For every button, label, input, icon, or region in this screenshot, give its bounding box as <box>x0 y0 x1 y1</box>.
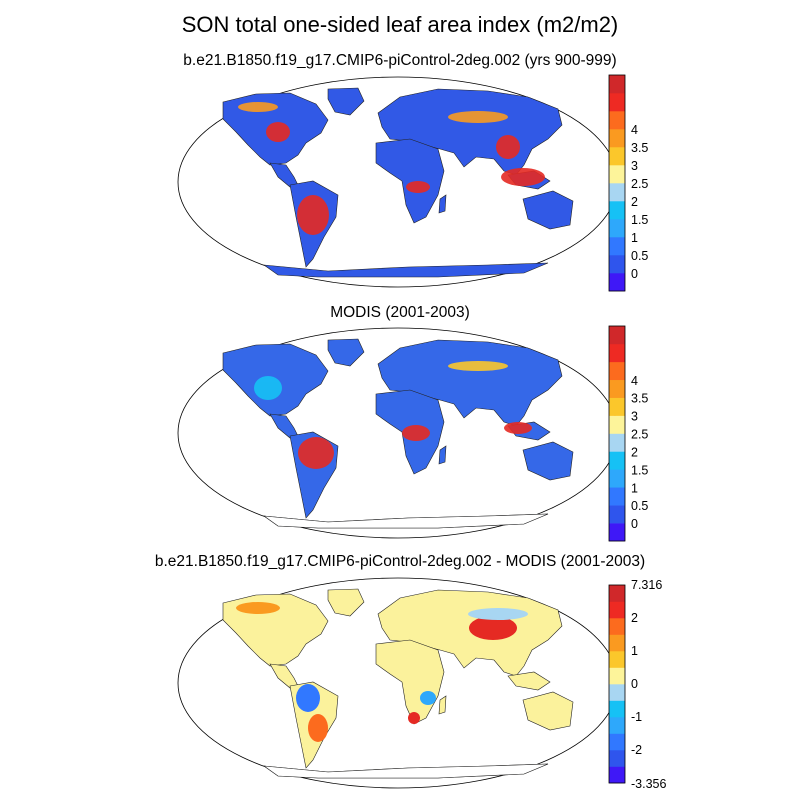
colorbar-tick-label: 3.5 <box>631 392 648 406</box>
colorbar-tick-label: 0 <box>631 267 638 281</box>
colorbar-model: 0 0.5 1 1.5 2 2.5 3 3.5 4 <box>608 74 648 292</box>
colorbar-swatch <box>609 75 625 94</box>
colorbar-difference: 7.316 2 1 0 -1 -2 -3.356 <box>608 578 666 791</box>
colorbar-swatch <box>609 618 625 635</box>
colorbar-swatch <box>609 700 625 718</box>
colorbar-tick-label: 3 <box>631 410 638 424</box>
colorbar-swatch <box>609 379 625 398</box>
panel-title-modis: MODIS (2001-2003) <box>330 304 470 321</box>
colorbar-tick-label: 1.5 <box>631 463 648 477</box>
colorbar-swatch <box>609 585 625 602</box>
colorbar-tick-label: 1 <box>631 231 638 245</box>
colorbar-swatch <box>609 147 625 166</box>
colorbar-swatch <box>609 273 625 292</box>
colorbar-swatch <box>609 451 625 470</box>
colorbar-swatch <box>609 326 625 345</box>
colorbar-swatch <box>609 361 625 381</box>
colorbar-swatch <box>609 651 625 668</box>
difference-regions <box>236 602 528 742</box>
colorbar-frame <box>608 74 626 292</box>
colorbar-swatch <box>609 237 625 256</box>
colorbar-frame <box>608 584 626 784</box>
colorbar-swatch <box>609 684 625 701</box>
colorbar-tick-label: 0 <box>631 677 638 691</box>
panel-title-model: b.e21.B1850.f19_g17.CMIP6-piControl-2deg… <box>183 52 617 69</box>
colorbar-tick-label: 1.5 <box>631 213 648 227</box>
colorbar-tick-label: 0.5 <box>631 249 648 263</box>
colorbar-tick-label: 3.5 <box>631 141 648 155</box>
colorbar-swatch <box>609 634 625 652</box>
map-model <box>177 76 619 288</box>
colorbar-frame <box>608 325 626 542</box>
colorbar-swatch <box>609 750 625 767</box>
colorbar-swatch <box>609 397 625 416</box>
colorbar-swatch <box>609 183 625 202</box>
colorbar-swatch <box>609 523 625 542</box>
colorbar-tick-label: 0.5 <box>631 499 648 513</box>
colorbar-swatch <box>609 505 625 524</box>
colorbar-tick-label: 1 <box>631 644 638 658</box>
colorbar-swatch <box>609 165 625 184</box>
colorbar-tick-label: -2 <box>631 743 642 757</box>
colorbar-tick-label: 4 <box>631 123 638 137</box>
colorbar-swatch <box>609 717 625 734</box>
colorbar-tick-label: 2.5 <box>631 177 648 191</box>
colorbar-swatch <box>609 93 625 112</box>
figure-title: SON total one-sided leaf area index (m2/… <box>181 12 619 37</box>
colorbar-swatch <box>609 255 625 274</box>
colorbar-swatch <box>609 111 625 130</box>
colorbar-tick-label: 1 <box>631 481 638 495</box>
colorbar-modis: 0 0.5 1 1.5 2 2.5 3 3.5 4 <box>608 325 648 542</box>
colorbar-swatch <box>609 433 625 452</box>
colorbar-tick-label: 0 <box>631 517 638 531</box>
colorbar-tick-label: 2 <box>631 445 638 459</box>
colorbar-swatch <box>609 129 625 148</box>
map-modis <box>177 327 619 539</box>
map-difference <box>177 577 619 789</box>
colorbar-tick-label: 7.316 <box>631 578 662 592</box>
colorbar-tick-label: 3 <box>631 159 638 173</box>
colorbar-swatch <box>609 667 625 685</box>
colorbar-swatch <box>609 415 625 434</box>
colorbar-tick-label: 2.5 <box>631 428 648 442</box>
colorbar-swatch <box>609 469 625 488</box>
hotspot-regions <box>238 102 545 235</box>
colorbar-swatch <box>609 601 625 619</box>
colorbar-tick-label: 2 <box>631 611 638 625</box>
colorbar-tick-label: -1 <box>631 710 642 724</box>
colorbar-swatch <box>609 219 625 238</box>
colorbar-tick-label: 4 <box>631 374 638 388</box>
colorbar-swatch <box>609 733 625 751</box>
colorbar-swatch <box>609 487 625 506</box>
colorbar-tick-label: 2 <box>631 195 638 209</box>
colorbar-swatch <box>609 766 625 784</box>
colorbar-swatch <box>609 343 625 363</box>
colorbar-swatch <box>609 201 625 220</box>
colorbar-tick-label: -3.356 <box>631 777 666 791</box>
hotspot-regions <box>254 361 532 469</box>
panel-title-difference: b.e21.B1850.f19_g17.CMIP6-piControl-2deg… <box>154 553 646 570</box>
